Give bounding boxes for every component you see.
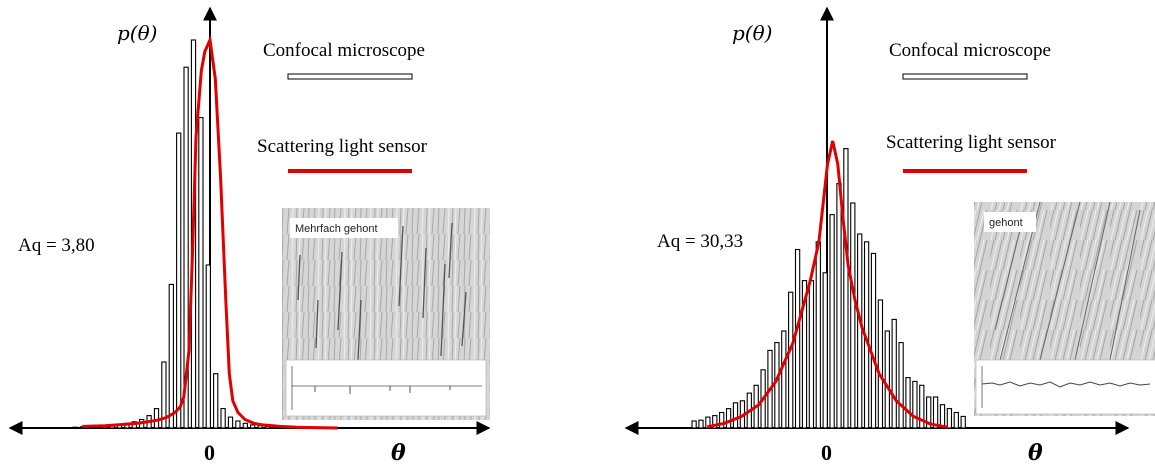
histogram-bar xyxy=(932,396,939,429)
histogram-bar xyxy=(829,214,835,429)
x-axis-label: θ xyxy=(391,440,406,466)
bars xyxy=(691,148,966,429)
y-axis-label: p(θ) xyxy=(117,21,157,45)
histogram-bar xyxy=(183,66,189,429)
histogram-bar xyxy=(213,373,219,429)
histogram-bar xyxy=(843,148,849,429)
inset-label: gehont xyxy=(989,217,1023,229)
histogram-bar xyxy=(725,408,732,429)
histogram-bar xyxy=(176,132,182,429)
histogram-bar xyxy=(946,408,953,429)
y-axis-label: p(θ) xyxy=(732,21,772,45)
histogram-bar xyxy=(168,283,174,429)
surface-inset: Mehrfach gehont xyxy=(282,208,490,420)
legend-swatch-confocal xyxy=(902,73,1028,80)
legend-label-scattering: Scattering light sensor xyxy=(886,132,1057,153)
histogram-bar xyxy=(891,318,897,429)
histogram-bar xyxy=(808,280,815,429)
legend-label-confocal: Confocal microscope xyxy=(889,40,1051,61)
histogram-bar xyxy=(898,342,904,429)
legend-label-scattering: Scattering light sensor xyxy=(257,136,428,157)
histogram-bar xyxy=(939,404,946,429)
histogram-bar xyxy=(205,264,211,429)
histogram-bar xyxy=(161,361,167,429)
histogram-bar xyxy=(953,411,959,429)
panel-right: p(θ) 0 θ Confocal microscope Scattering … xyxy=(624,6,1155,466)
histogram-bar xyxy=(774,342,780,429)
aq-annotation: Aq = 30,33 xyxy=(657,231,743,252)
histogram-bar xyxy=(857,233,863,429)
histogram-bar xyxy=(227,416,234,429)
histogram-bar xyxy=(198,117,204,429)
histogram-bar xyxy=(919,384,925,429)
histogram-bar xyxy=(794,248,801,429)
histogram-bar xyxy=(788,291,794,429)
legend-swatch-confocal xyxy=(287,73,413,80)
histogram-bar xyxy=(153,408,160,429)
histogram-bar xyxy=(905,377,911,429)
legend: Confocal microscope Scattering light sen… xyxy=(257,40,428,173)
aq-annotation: Aq = 3,80 xyxy=(18,235,95,256)
origin-label: 0 xyxy=(821,440,832,465)
legend: Confocal microscope Scattering light sen… xyxy=(886,40,1057,173)
x-axis-label: θ xyxy=(1028,440,1043,466)
origin-label: 0 xyxy=(204,440,215,465)
inset-label: Mehrfach gehont xyxy=(295,223,378,235)
histogram-bar xyxy=(250,424,256,429)
histogram-bar xyxy=(850,202,856,429)
scattering-curve xyxy=(706,140,949,429)
panel-left: p(θ) 0 θ Confocal microscope Scattering … xyxy=(8,6,491,466)
bars xyxy=(72,39,278,429)
scattering-curve xyxy=(82,34,338,430)
histogram-bar xyxy=(698,419,704,429)
histogram-bar xyxy=(712,415,718,429)
histogram-bar xyxy=(242,422,248,429)
histogram-bar xyxy=(815,241,821,429)
legend-label-confocal: Confocal microscope xyxy=(263,40,425,61)
surface-inset: gehont xyxy=(974,201,1155,416)
histogram-bar xyxy=(926,396,932,429)
histogram-bar xyxy=(870,252,877,429)
histogram-bar xyxy=(836,183,842,429)
histogram-bar xyxy=(781,330,787,429)
histogram-bar xyxy=(691,420,697,429)
histogram-bar xyxy=(719,411,725,429)
histogram-bar xyxy=(235,420,241,429)
histogram-bar xyxy=(912,380,918,429)
histogram-bar xyxy=(884,330,890,429)
histogram-bar xyxy=(801,280,808,429)
histogram-bar xyxy=(220,408,226,429)
histogram-bar xyxy=(822,272,828,429)
histogram-bar xyxy=(732,402,739,429)
histogram-bar xyxy=(877,299,884,429)
histogram-bar xyxy=(72,426,78,429)
histogram-bar xyxy=(960,415,966,429)
